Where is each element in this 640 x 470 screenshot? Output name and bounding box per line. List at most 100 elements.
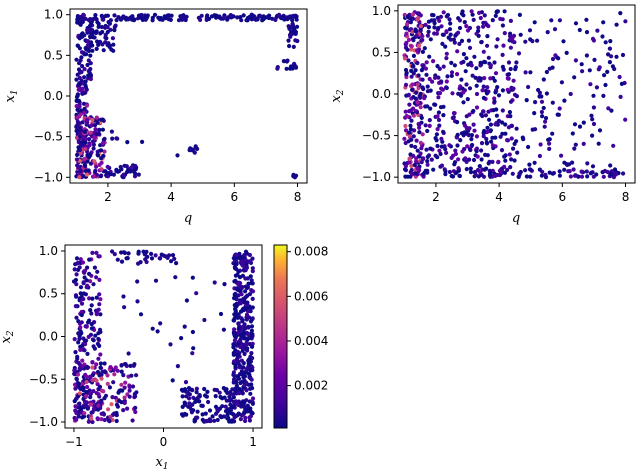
scatter-point: [77, 70, 83, 75]
scatter-point: [437, 66, 442, 71]
scatter-point: [415, 60, 420, 66]
scatter-point: [470, 142, 475, 148]
scatter-point: [76, 381, 81, 386]
scatter-point: [246, 15, 251, 20]
y-axis-label-text: x: [3, 95, 18, 103]
scatter-point: [92, 265, 97, 270]
scatter-point: [403, 140, 408, 146]
scatter-point: [577, 124, 583, 129]
scatter-point: [619, 81, 625, 86]
scatter-point: [481, 95, 486, 101]
scatter-point: [179, 14, 184, 19]
y-tick-label: 1.0: [39, 244, 58, 258]
scatter-point: [428, 146, 433, 151]
scatter-point: [411, 95, 416, 100]
scatter-point: [85, 159, 90, 164]
x-axis-label-text: q: [512, 211, 520, 226]
scatter-point: [135, 279, 140, 284]
scatter-point: [437, 123, 442, 128]
scatter-point: [108, 18, 113, 23]
scatter-point: [479, 39, 484, 45]
scatter-point: [479, 148, 484, 153]
scatter-point: [246, 281, 251, 286]
scatter-point: [78, 14, 83, 20]
scatter-point: [150, 326, 155, 331]
scatter-point: [452, 111, 457, 116]
scatter-point: [83, 147, 88, 152]
scatter-point: [461, 90, 466, 95]
scatter-point: [547, 141, 552, 146]
scatter-point: [113, 365, 118, 370]
scatter-point: [191, 346, 196, 351]
scatter-point: [243, 276, 248, 281]
scatter-point: [103, 40, 108, 45]
scatter-point: [282, 17, 287, 22]
scatter-point: [175, 364, 180, 369]
scatter-point: [244, 306, 249, 311]
scatter-point: [80, 358, 85, 363]
scatter-point: [97, 277, 102, 282]
scatter-point: [90, 139, 96, 144]
scatter-point: [186, 404, 191, 409]
axis-ticks: −1 0 1 −1.0 −0.5 0.0 0.5 1.0: [29, 244, 257, 449]
scatter-point: [143, 14, 148, 20]
scatter-point: [166, 13, 171, 18]
scatter-point: [469, 63, 474, 68]
y-tick-label: 1.0: [44, 8, 63, 22]
y-axis-label-subscript: 2: [336, 89, 346, 96]
scatter-point: [571, 167, 576, 172]
scatter-point: [75, 372, 81, 377]
scatter-point: [425, 128, 430, 134]
scatter-point: [240, 318, 245, 323]
scatter-point: [158, 321, 163, 326]
scatter-point: [423, 66, 428, 71]
scatter-point: [474, 149, 479, 154]
scatter-point: [74, 315, 79, 320]
scatter-point: [232, 359, 237, 364]
scatter-point: [97, 302, 102, 307]
scatter-point: [620, 52, 626, 58]
scatter-point: [194, 390, 199, 395]
scatter-point: [438, 151, 443, 157]
scatter-point: [74, 376, 79, 381]
scatter-point: [482, 13, 487, 18]
scatter-point: [607, 46, 613, 51]
scatter-point: [424, 60, 429, 65]
scatter-point: [561, 39, 566, 44]
scatter-point: [466, 132, 471, 137]
scatter-point: [87, 143, 92, 148]
scatter-point: [510, 146, 516, 151]
scatter-point: [449, 70, 455, 75]
scatter-point: [498, 134, 503, 139]
scatter-point: [85, 384, 90, 390]
y-axis-label: x2: [0, 330, 16, 343]
scatter-point: [72, 399, 77, 404]
scatter-point: [508, 165, 513, 170]
x-tick-label: 1: [249, 435, 257, 449]
scatter-point: [91, 344, 96, 349]
scatter-point: [286, 38, 291, 43]
scatter-point: [591, 174, 596, 179]
scatter-point: [97, 254, 102, 259]
scatter-point: [217, 390, 222, 395]
scatter-point: [95, 149, 100, 154]
scatter-point: [481, 20, 486, 25]
scatter-point: [158, 256, 163, 261]
scatter-point: [500, 88, 505, 93]
scatter-point: [194, 291, 199, 296]
scatter-point: [601, 174, 606, 179]
scatter-point: [88, 374, 93, 379]
scatter-point: [503, 158, 508, 163]
scatter-point: [95, 416, 100, 421]
scatter-point: [244, 366, 250, 372]
scatter-point: [92, 135, 97, 140]
scatter-point: [244, 381, 249, 386]
scatter-point: [75, 43, 81, 48]
scatter-point: [74, 272, 79, 277]
scatter-point: [110, 136, 115, 141]
scatter-point: [90, 410, 95, 415]
scatter-point: [213, 394, 218, 399]
scatter-point: [467, 86, 473, 91]
scatter-point: [418, 151, 423, 156]
scatter-point: [172, 256, 177, 261]
